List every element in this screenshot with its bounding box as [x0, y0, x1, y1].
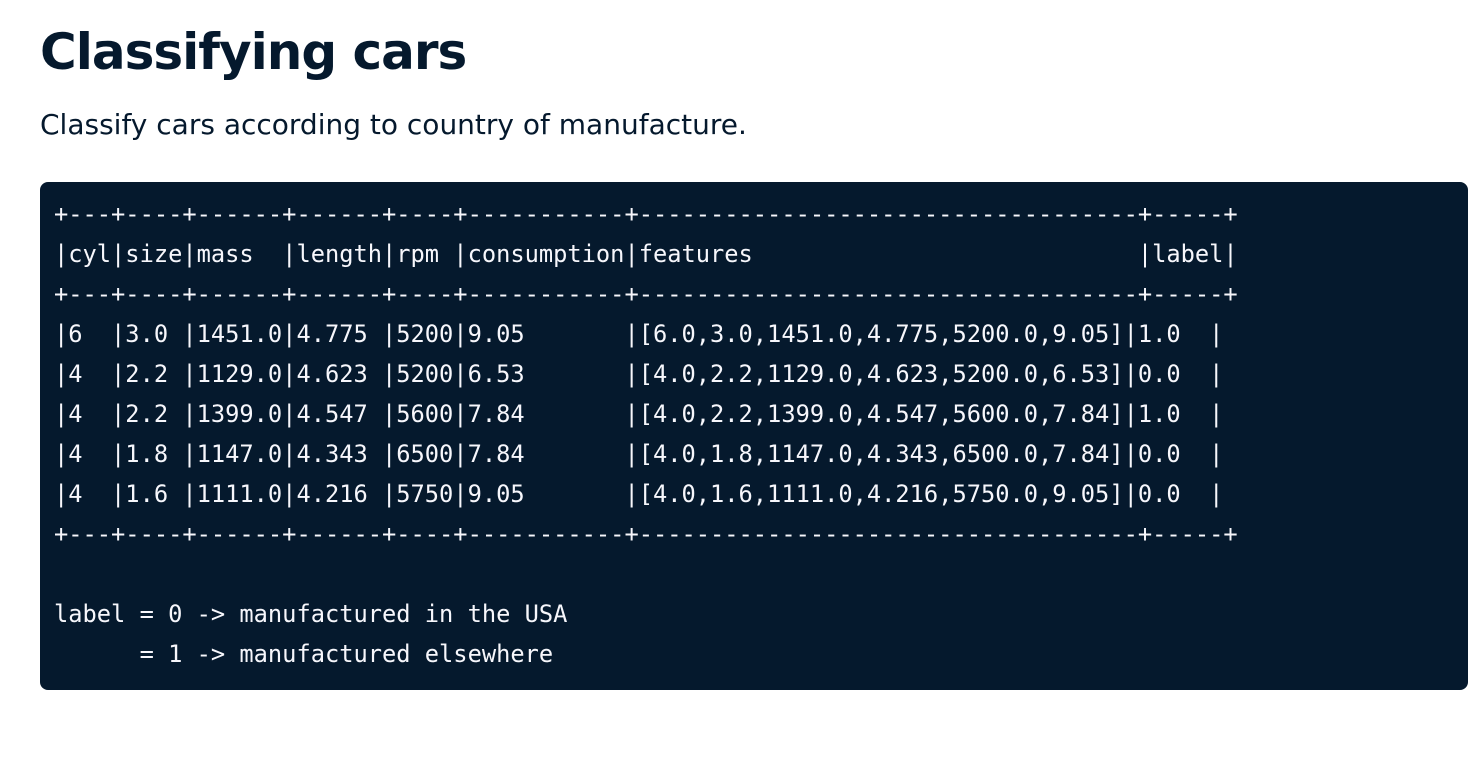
table-row: |4 |2.2 |1399.0|4.547 |5600|7.84 |[4.0,2… [54, 400, 1224, 428]
page-subtitle: Classify cars according to country of ma… [40, 108, 747, 141]
table-header-row: |cyl|size|mass |length|rpm |consumption|… [54, 240, 1238, 268]
table-border-bottom: +---+----+------+------+----+-----------… [54, 520, 1238, 548]
table-row: |4 |1.8 |1147.0|4.343 |6500|7.84 |[4.0,1… [54, 440, 1224, 468]
code-output-block: +---+----+------+------+----+-----------… [40, 182, 1468, 690]
page-title: Classifying cars [40, 23, 467, 81]
blank-line [54, 554, 1468, 594]
table-header-separator: +---+----+------+------+----+-----------… [54, 280, 1238, 308]
label-legend-line: = 1 -> manufactured elsewhere [54, 640, 554, 668]
table-row: |6 |3.0 |1451.0|4.775 |5200|9.05 |[6.0,3… [54, 320, 1224, 348]
table-row: |4 |1.6 |1111.0|4.216 |5750|9.05 |[4.0,1… [54, 480, 1224, 508]
table-border-top: +---+----+------+------+----+-----------… [54, 200, 1238, 228]
table-row: |4 |2.2 |1129.0|4.623 |5200|6.53 |[4.0,2… [54, 360, 1224, 388]
label-legend-line: label = 0 -> manufactured in the USA [54, 600, 568, 628]
